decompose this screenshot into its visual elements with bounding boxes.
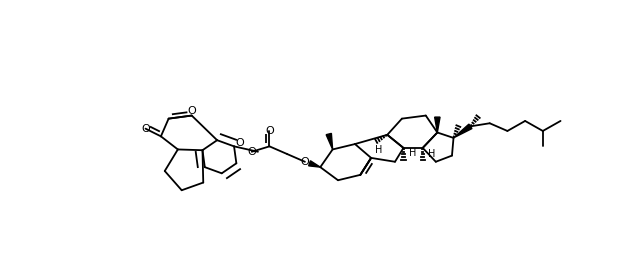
Text: O: O bbox=[188, 106, 196, 116]
Polygon shape bbox=[435, 117, 440, 133]
Polygon shape bbox=[326, 133, 333, 149]
Polygon shape bbox=[308, 161, 320, 167]
Text: H: H bbox=[375, 145, 383, 155]
Text: H: H bbox=[428, 149, 436, 159]
Text: O: O bbox=[265, 126, 274, 136]
Text: O: O bbox=[141, 124, 150, 134]
Text: O: O bbox=[236, 138, 244, 148]
Text: H: H bbox=[409, 148, 417, 158]
Text: O: O bbox=[301, 157, 309, 167]
Text: O: O bbox=[248, 147, 256, 157]
Polygon shape bbox=[454, 124, 472, 138]
